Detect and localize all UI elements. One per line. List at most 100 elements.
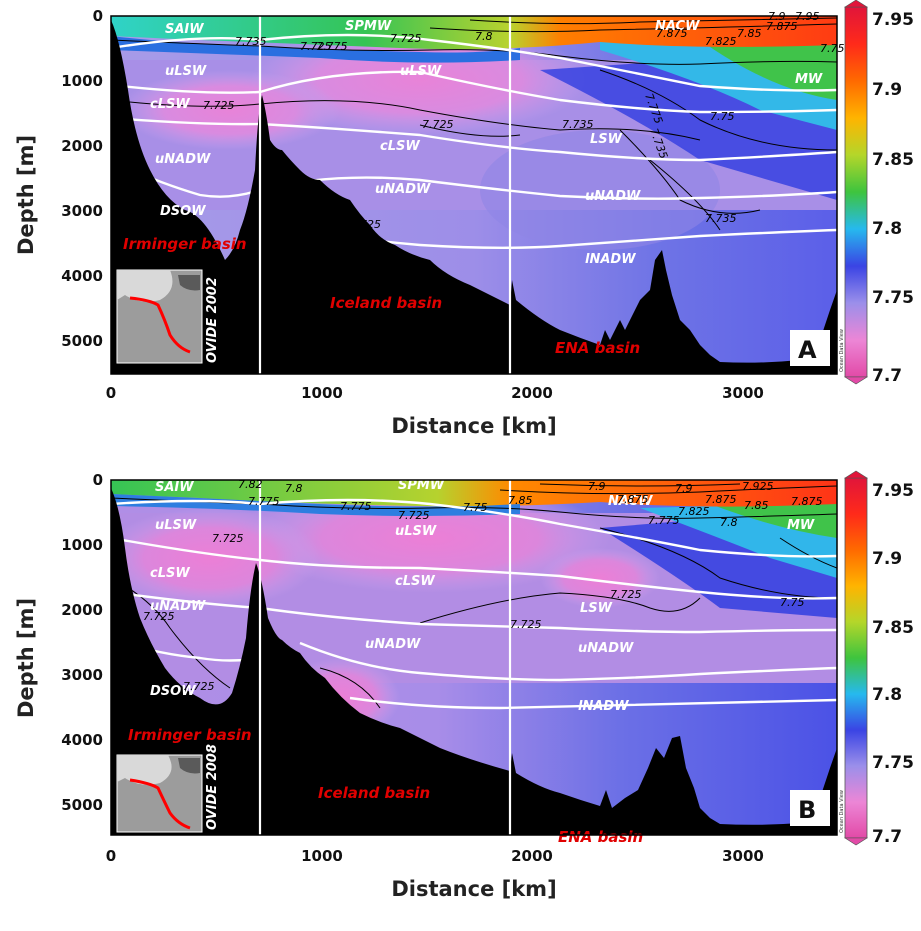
y-tick-label: 5000 <box>61 332 103 350</box>
contour-label: 7.775 <box>648 514 680 527</box>
wm-label: uNADW <box>578 641 634 656</box>
section-panel-b: SAIW SPMW NACW uLSW uLSW MW cLSW cLSW LS… <box>0 468 921 931</box>
contour-label: 7.725 <box>212 532 244 545</box>
inset-map-a: OVIDE 2002 <box>116 269 220 364</box>
contour-label: 7.875 <box>656 27 688 40</box>
y-axis-a: 0 1000 2000 3000 4000 5000 Depth [m] <box>14 7 103 350</box>
wm-label: SPMW <box>345 19 392 34</box>
contour-label: 7.8 <box>720 516 738 529</box>
section-plot-a: SAIW SPMW NACW uLSW uLSW MW cLSW cLSW LS… <box>14 0 914 438</box>
colorbar-tick: 7.8 <box>872 685 902 705</box>
panel-label-b: B <box>798 796 816 824</box>
wm-label: uLSW <box>165 64 207 79</box>
y-tick-label: 3000 <box>61 666 103 684</box>
wm-label: SPMW <box>398 478 445 493</box>
wm-label: uLSW <box>155 518 197 533</box>
contour-label: 7.775 <box>248 495 280 508</box>
colorbar-a: 7.95 7.9 7.85 7.8 7.75 7.7 <box>843 0 914 386</box>
contour-label: 7.725 <box>398 509 430 522</box>
contour-label: 7.875 <box>791 495 823 508</box>
contour-label: 7.875 <box>766 20 798 33</box>
x-tick-label: 2000 <box>511 847 553 865</box>
colorbar-tick: 7.75 <box>872 288 914 308</box>
y-axis-title-a: Depth [m] <box>14 135 38 255</box>
wm-label: uNADW <box>375 182 431 197</box>
y-tick-label: 2000 <box>61 137 103 155</box>
colorbar-tick: 7.95 <box>872 10 914 30</box>
wm-label: cLSW <box>150 566 190 581</box>
contour-label: 7.85 <box>508 494 533 507</box>
watermark-a: Ocean Data View <box>839 329 845 372</box>
contour-label: 7.9 <box>588 480 606 493</box>
contour-label: 7.82 <box>238 478 263 491</box>
basin-label-iceland-a: Iceland basin <box>330 294 442 312</box>
basin-label-irminger-a: Irminger basin <box>123 235 247 253</box>
wm-label: DSOW <box>160 204 206 219</box>
panel-label-box-a <box>790 330 830 366</box>
contour-label: 7.75 <box>710 110 735 123</box>
x-tick-label: 0 <box>106 384 116 402</box>
x-axis-title-b: Distance [km] <box>391 877 556 901</box>
x-tick-label: 1000 <box>301 847 343 865</box>
inset-label-b: OVIDE 2008 <box>205 744 220 830</box>
x-tick-label: 3000 <box>722 384 764 402</box>
contour-label: 7.75 <box>780 596 805 609</box>
x-axis-a: 0 1000 2000 3000 Distance [km] <box>106 384 764 438</box>
water-mass-labels-a: SAIW SPMW NACW uLSW uLSW MW cLSW cLSW LS… <box>150 19 823 267</box>
y-tick-label: 0 <box>93 471 103 489</box>
panel-label-a: A <box>798 336 817 364</box>
contour-label: 7.725 <box>300 40 332 53</box>
x-tick-label: 0 <box>106 847 116 865</box>
colorbar-tick: 7.7 <box>872 366 902 386</box>
contour-label: 7.725 <box>143 610 175 623</box>
y-tick-label: 0 <box>93 7 103 25</box>
contour-label: 7.825 <box>678 505 710 518</box>
contour-labels-b: 7.725 7.725 7.725 7.725 7.725 7.725 7.75… <box>143 478 823 693</box>
wm-label: uLSW <box>400 64 442 79</box>
contour-label: 7.735 <box>235 35 267 48</box>
contour-label: 7.85 <box>737 27 762 40</box>
y-axis-b: 0 1000 2000 3000 4000 5000 Depth [m] <box>14 471 103 814</box>
colorbar-tick: 7.9 <box>872 80 902 100</box>
colorbar-tick: 7.85 <box>872 150 914 170</box>
y-tick-label: 2000 <box>61 601 103 619</box>
contour-label: 7.725 <box>203 99 235 112</box>
colorbar-b: 7.95 7.9 7.85 7.8 7.75 7.7 <box>843 470 914 847</box>
y-tick-label: 5000 <box>61 796 103 814</box>
contour-label: 7.875 <box>705 493 737 506</box>
wm-label: uNADW <box>365 637 421 652</box>
section-plot-b: SAIW SPMW NACW uLSW uLSW MW cLSW cLSW LS… <box>14 470 914 901</box>
contour-label: 7.775 <box>316 40 348 53</box>
contour-label: 7.725 <box>390 32 422 45</box>
wm-label: MW <box>795 72 823 87</box>
contour-label: 7.735 <box>705 212 737 225</box>
wm-label: uLSW <box>395 524 437 539</box>
y-tick-label: 4000 <box>61 267 103 285</box>
y-tick-label: 3000 <box>61 202 103 220</box>
wm-label: cLSW <box>380 139 420 154</box>
x-tick-label: 3000 <box>722 847 764 865</box>
colorbar-tick: 7.75 <box>872 753 914 773</box>
plot-frame-a <box>110 15 838 375</box>
basin-label-ena-a: ENA basin <box>555 339 640 357</box>
contour-label: 7.875 <box>617 493 649 506</box>
x-tick-label: 1000 <box>301 384 343 402</box>
contour-label: 7.8 <box>285 482 303 495</box>
y-axis-title-b: Depth [m] <box>14 598 38 718</box>
y-tick-label: 1000 <box>61 536 103 554</box>
contour-label: 7.725 <box>422 118 454 131</box>
contour-label: 725 <box>360 218 381 231</box>
contour-label: 7.8 <box>475 30 493 43</box>
panel-label-box-b <box>790 790 830 826</box>
wm-label: uNADW <box>155 152 211 167</box>
inset-label-a: OVIDE 2002 <box>205 277 220 363</box>
wm-label: lNADW <box>578 699 629 714</box>
colorbar-tick: 7.8 <box>872 219 902 239</box>
seafloor-b <box>111 488 837 835</box>
wm-label: SAIW <box>165 22 204 37</box>
wm-label: LSW <box>580 601 613 616</box>
isopycnals-b <box>111 498 837 710</box>
contour-label: 7.9 <box>675 482 693 495</box>
seafloor-a <box>111 20 837 374</box>
colorbar-tick: 7.85 <box>872 618 914 638</box>
